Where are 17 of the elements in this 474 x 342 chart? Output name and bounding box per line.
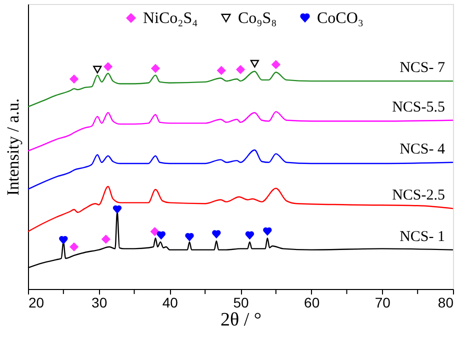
x-tick-label: 80 [438, 294, 454, 310]
x-axis-title: 2θ / ° [220, 310, 262, 330]
x-tick-label: 50 [233, 294, 249, 310]
x-tick-label: 60 [304, 294, 320, 310]
y-axis-title: Intensity / a.u. [4, 98, 22, 196]
x-tick-label: 30 [92, 294, 108, 310]
series-label: NCS-5.5 [392, 99, 445, 116]
series-label: NCS- 1 [400, 228, 445, 245]
x-tick-label: 40 [162, 294, 178, 310]
x-tick-label: 70 [374, 294, 391, 310]
series-label: NCS-2.5 [392, 188, 445, 204]
x-tick-label: 20 [28, 294, 44, 310]
series-label: NCS- 7 [400, 60, 446, 76]
legend-label: Co₉S₈ [238, 10, 277, 27]
legend-label: CoCO₃ [317, 10, 364, 27]
series-label: NCS- 4 [400, 141, 446, 158]
legend-label: NiCo₂S₄ [143, 10, 198, 27]
